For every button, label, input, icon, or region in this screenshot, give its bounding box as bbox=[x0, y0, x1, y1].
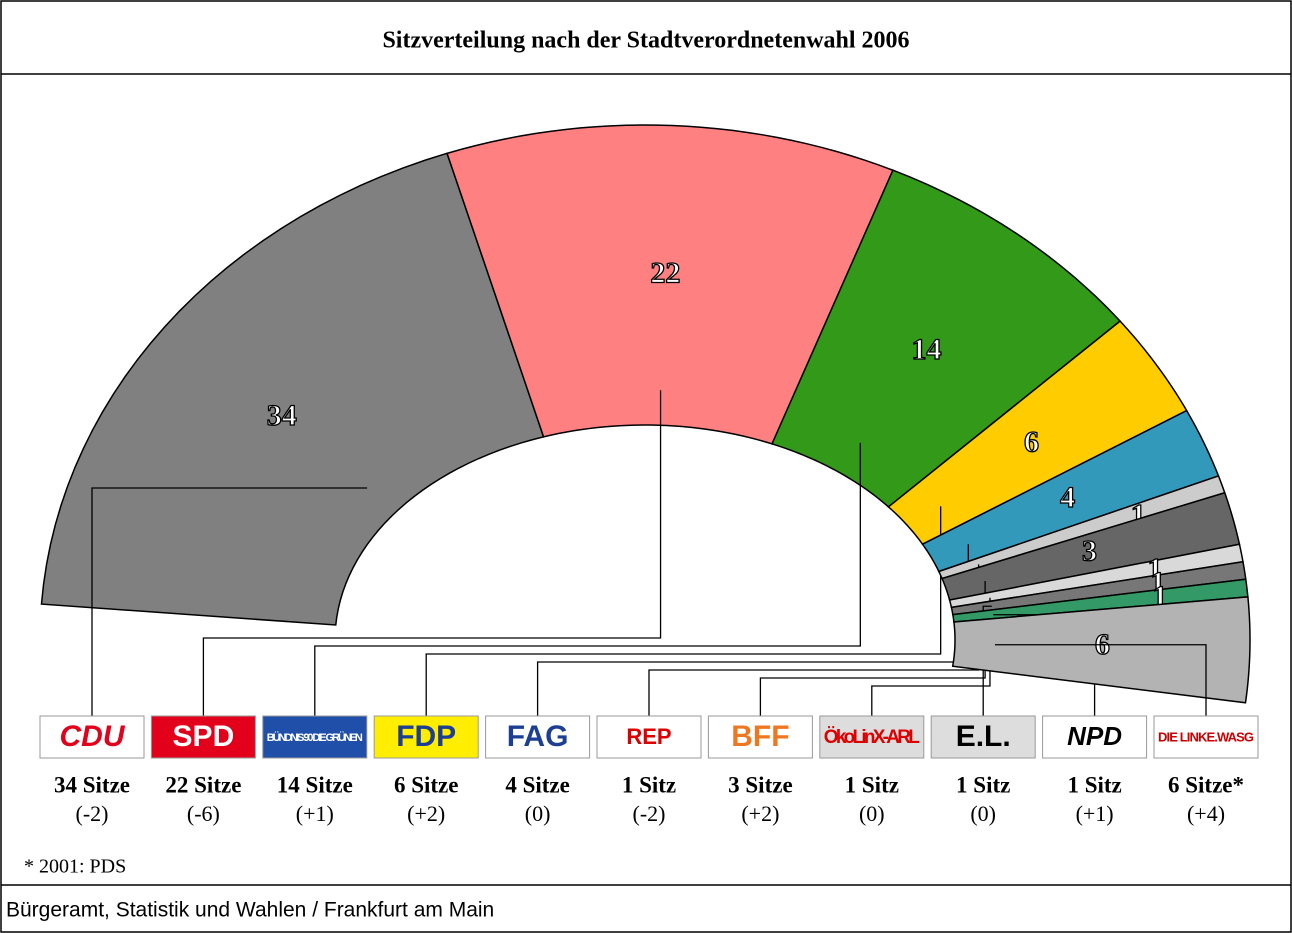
party-name: BÜNDNIS 90 DIE GRÜNEN bbox=[267, 731, 363, 744]
chart-title: Sitzverteilung nach der Stadtverordneten… bbox=[382, 28, 909, 54]
seat-label: 22 Sitze bbox=[165, 772, 241, 797]
party-logo bbox=[1153, 715, 1259, 759]
leader-line bbox=[314, 442, 861, 716]
party-logo bbox=[930, 715, 1036, 759]
seat-change: (+1) bbox=[1076, 801, 1114, 826]
party-name: REP bbox=[626, 724, 671, 749]
seat-change: (0) bbox=[525, 801, 551, 826]
seat-label: 1 Sitz bbox=[1067, 772, 1121, 797]
seat-change: (+1) bbox=[296, 801, 334, 826]
footnote: * 2001: PDS bbox=[24, 856, 126, 878]
leader-line bbox=[91, 487, 368, 716]
party-name: E.L. bbox=[956, 720, 1011, 753]
leader-line bbox=[982, 605, 992, 716]
seat-count: 22 bbox=[650, 256, 680, 289]
seat-count: 3 bbox=[1082, 535, 1097, 568]
party-logo bbox=[707, 715, 813, 759]
seat-label: 1 Sitz bbox=[622, 772, 676, 797]
party-name: CDU bbox=[60, 720, 126, 753]
seat-label: 34 Sitze bbox=[54, 772, 130, 797]
seat-count: 6 bbox=[1024, 426, 1039, 459]
seat-label: 6 Sitze bbox=[394, 772, 459, 797]
seat-label: 4 Sitze bbox=[505, 772, 570, 797]
party-name: DIE LINKE.WASG bbox=[1158, 729, 1254, 744]
seat-change: (-2) bbox=[76, 801, 109, 826]
seat-segment bbox=[951, 596, 1251, 704]
leader-line bbox=[202, 390, 662, 716]
seat-change: (+4) bbox=[1187, 801, 1225, 826]
seat-change: (-2) bbox=[633, 801, 666, 826]
party-logo bbox=[150, 715, 256, 759]
seat-change: (+2) bbox=[741, 801, 779, 826]
seat-label: 3 Sitze bbox=[728, 772, 793, 797]
seat-change: (0) bbox=[970, 801, 996, 826]
party-logo bbox=[1042, 715, 1148, 759]
party-name: ÖkoLinX-ARL bbox=[824, 727, 920, 748]
seat-label: 1 Sitz bbox=[845, 772, 899, 797]
seat-change: (-6) bbox=[187, 801, 220, 826]
seat-change: (+2) bbox=[407, 801, 445, 826]
seat-label: 14 Sitze bbox=[277, 772, 353, 797]
party-logo bbox=[485, 715, 591, 759]
seat-label: 6 Sitze* bbox=[1168, 772, 1244, 797]
party-logo bbox=[373, 715, 479, 759]
party-name: BFF bbox=[731, 720, 789, 753]
seat-count: 14 bbox=[911, 333, 941, 366]
party-name: SPD bbox=[173, 720, 235, 753]
leader-line bbox=[994, 644, 1207, 716]
party-name: FDP bbox=[396, 720, 456, 753]
party-logo bbox=[39, 715, 145, 759]
seat-label: 1 Sitz bbox=[956, 772, 1010, 797]
party-logo bbox=[596, 715, 702, 759]
source: Bürgeramt, Statistik und Wahlen / Frankf… bbox=[6, 899, 494, 922]
party-name: NPD bbox=[1067, 721, 1122, 751]
leader-line bbox=[425, 506, 942, 716]
seat-count: 34 bbox=[267, 399, 297, 432]
seat-count: 4 bbox=[1060, 481, 1075, 514]
seat-change: (0) bbox=[859, 801, 885, 826]
party-logo bbox=[262, 715, 368, 759]
party-name: FAG bbox=[507, 720, 569, 753]
party-logo bbox=[819, 715, 925, 759]
